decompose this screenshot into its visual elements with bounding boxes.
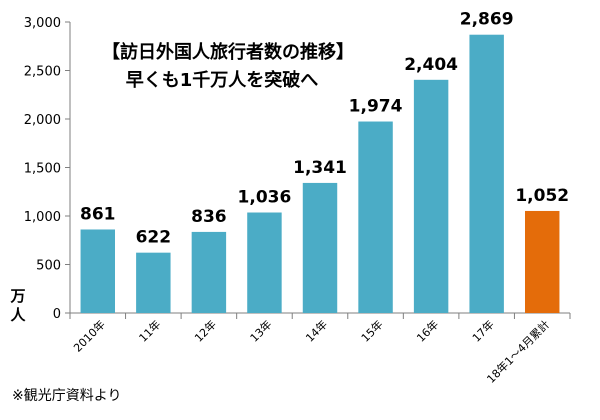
bar	[80, 229, 115, 313]
y-unit-label-2: 人	[10, 306, 26, 324]
bar	[247, 212, 282, 313]
y-tick-label: 2,000	[24, 113, 61, 128]
value-label: 1,036	[238, 188, 292, 208]
bar	[136, 252, 171, 313]
value-label: 2,869	[460, 10, 514, 30]
y-tick-label: 1,500	[24, 162, 61, 177]
y-unit-label-1: 万	[9, 287, 25, 305]
x-category-label: 12年	[191, 317, 219, 345]
bar	[413, 79, 449, 313]
y-tick-label: 2,500	[24, 65, 61, 80]
x-category-label: 14年	[303, 317, 331, 345]
value-label: 2,404	[404, 55, 458, 75]
bar	[191, 231, 227, 313]
value-label: 1,052	[515, 186, 569, 206]
source-note: ※観光庁資料より	[12, 387, 121, 404]
y-tick-label: 1,000	[24, 210, 61, 225]
y-tick-label: 0	[53, 307, 61, 322]
bar	[302, 182, 338, 313]
x-category-label: 16年	[414, 317, 442, 345]
bar	[469, 34, 504, 313]
chart-title-line-1: 【訪日外国人旅行者数の推移】	[102, 41, 354, 63]
x-category-label: 17年	[469, 317, 497, 345]
bar	[525, 210, 560, 313]
y-tick-label: 3,000	[24, 16, 61, 31]
x-category-label: 13年	[247, 317, 275, 345]
x-category-label: 15年	[358, 317, 386, 345]
value-label: 1,341	[293, 158, 347, 178]
axes: 0 500 1,000 1,500 2,000 2,500 3,000	[24, 16, 571, 322]
value-label: 861	[80, 204, 116, 224]
y-tick-label: 500	[36, 259, 61, 274]
bars	[80, 34, 560, 313]
value-label: 622	[136, 228, 172, 248]
x-category-label: 2010年	[70, 317, 107, 354]
chart-title-line-2: 早くも1千万人を突破へ	[126, 69, 319, 91]
value-label: 1,974	[349, 97, 403, 117]
x-category-label: 11年	[136, 317, 164, 345]
value-label: 836	[191, 207, 227, 227]
bar	[358, 121, 393, 313]
